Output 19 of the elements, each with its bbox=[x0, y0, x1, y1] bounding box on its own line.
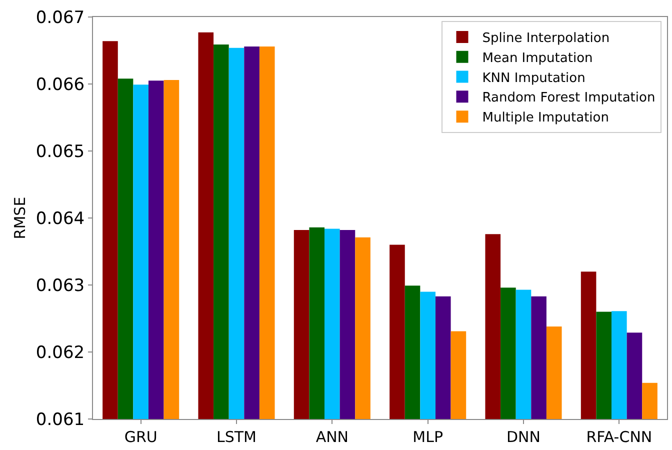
y-tick-label: 0.061 bbox=[36, 410, 85, 430]
y-tick-label: 0.062 bbox=[36, 342, 85, 363]
y-tick-label: 0.065 bbox=[36, 142, 85, 162]
y-tick-label: 0.064 bbox=[36, 208, 85, 229]
x-tick-label: LSTM bbox=[216, 428, 256, 446]
y-axis-title: RMSE bbox=[11, 196, 30, 240]
y-tick-label: 0.066 bbox=[36, 74, 85, 95]
legend-label: Multiple Imputation bbox=[482, 110, 609, 126]
legend-label: KNN Imputation bbox=[482, 70, 586, 86]
x-tick-label: MLP bbox=[412, 428, 444, 446]
x-tick-label: DNN bbox=[506, 428, 540, 446]
y-tick-label: 0.063 bbox=[36, 276, 85, 296]
legend-label: Mean Imputation bbox=[482, 50, 593, 66]
legend-label: Spline Interpolation bbox=[482, 31, 610, 46]
x-tick-label: ANN bbox=[316, 428, 349, 446]
y-tick-label: 0.067 bbox=[36, 8, 85, 28]
legend-label: Random Forest Imputation bbox=[482, 90, 656, 106]
x-tick-label: RFA-CNN bbox=[586, 428, 652, 446]
x-tick-label: GRU bbox=[124, 428, 158, 446]
